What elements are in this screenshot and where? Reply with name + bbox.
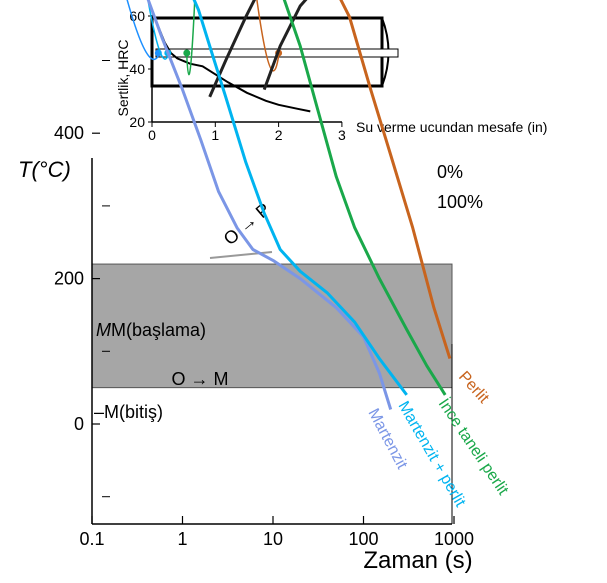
mf-label: –M(bitiş) [94,402,163,422]
main-y-tick-label: 200 [54,269,84,289]
connector-arrow-2 [186,0,196,76]
inset-y-label: Sertlik, HRC [115,39,131,116]
main-y-ticks: 0200400600 [54,123,100,434]
main-x-label: Zaman (s) [363,547,472,574]
inset-x-tick-label: 0 [148,127,156,143]
inset-x-tick-label: 1 [211,127,219,143]
main-x-tick-label: 1000 [434,529,474,549]
martensite-band [91,263,453,389]
connector-arrow-3 [256,0,280,72]
transformation-curve-start [208,0,257,98]
main-y-tick-label: 400 [54,123,84,143]
inset-marker-2 [183,49,191,57]
inset-x-tick-label: 2 [275,127,283,143]
inset-y-tick-label: 40 [129,61,145,77]
main-x-tick-label: 1 [177,529,187,549]
inset-x-label: Su verme ucundan mesafe (in) [356,119,547,135]
band-label: O → M [172,369,229,389]
cooling-curve-3 [339,0,452,360]
cooling-curve-0 [146,0,393,410]
inset-y-tick-label: 20 [129,114,145,130]
inset-x-tick-label: 3 [338,127,346,143]
main-x-tick-label: 100 [348,529,378,549]
cooling-curve-1 [192,0,408,396]
ms-label: MM(başlama) [96,320,206,340]
cooling-curves [146,0,452,410]
curve-label-3: Perlit [455,368,492,407]
main-x-tick-label: 10 [263,529,283,549]
label-0pct: 0% [437,162,463,182]
connector-arrow-0 [126,0,159,61]
main-x-ticks: 0.1 1 10 100 1000 [79,516,474,549]
main-y-label: T(°C) [18,157,71,182]
connector-arrows [126,0,280,76]
minor-y-ticks [102,60,110,498]
main-x-tick-label: 0.1 [79,529,104,549]
transformation-curve-finish [262,0,308,91]
inset-x-ticks: 0 1 2 3 [148,122,346,143]
label-100pct: 100% [437,192,483,212]
cooling-curve-2 [282,0,447,396]
connector-arrow-1 [147,0,169,60]
main-y-tick-label: 0 [74,414,84,434]
transformation-curves [208,0,308,98]
